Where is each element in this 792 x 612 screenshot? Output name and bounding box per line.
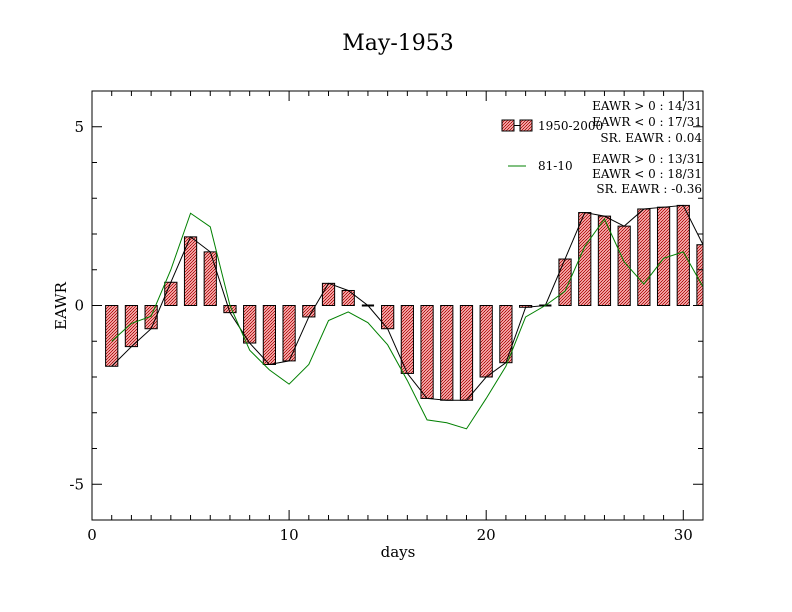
bar [597,215,612,306]
x-tick-label: 0 [87,526,97,544]
x-tick-label: 30 [674,526,693,544]
bar [459,305,474,401]
legend-stat: SR. EAWR : 0.04 [600,131,702,145]
bar [578,212,592,306]
bar [124,305,139,348]
bar [302,305,316,318]
y-tick-label: 5 [74,118,84,136]
bar [321,282,336,306]
bar [262,305,276,365]
legend: 1950-2000 81-10 EAWR > 0 : 14/31 EAWR < 0 :… [501,99,702,196]
legend-stat: EAWR > 0 : 13/31 [592,152,702,166]
bar [144,305,158,330]
bar [499,305,513,364]
bar [105,305,119,367]
x-tick-label: 20 [477,526,496,544]
bar [420,305,434,399]
legend-swatch-1950-2000 [501,119,515,132]
bar [617,225,631,306]
legend-label-1950-2000: 1950-2000 [538,119,603,133]
bar [341,289,355,306]
legend-stat: SR. EAWR : -0.36 [596,182,702,196]
series-line-81-10 [111,212,703,430]
bar [243,305,257,344]
bar [479,305,493,378]
legend-stat: EAWR < 0 : 18/31 [592,167,702,181]
x-axis-label: days [381,543,416,561]
legend-swatch-1950-2000 [519,119,533,132]
bar [637,208,651,307]
bar [203,251,217,306]
bar [656,206,671,306]
x-tick-label: 10 [280,526,299,544]
bar [282,305,296,362]
chart-title: May-1953 [342,31,454,56]
y-axis-label: EAWR [52,281,70,330]
legend-label-81-10: 81-10 [538,159,573,173]
legend-stat: EAWR > 0 : 14/31 [592,99,702,113]
bar [164,281,178,307]
bar [676,204,690,306]
plot-area [105,204,703,430]
bar [440,305,454,401]
y-tick-label: 0 [74,297,84,315]
axes: 0 10 20 30 -5 0 5 [69,90,704,544]
y-tick-label: -5 [69,475,84,493]
legend-stat: EAWR < 0 : 17/31 [592,115,702,129]
series-line-1950-2000 [111,204,703,401]
bar [381,305,395,330]
